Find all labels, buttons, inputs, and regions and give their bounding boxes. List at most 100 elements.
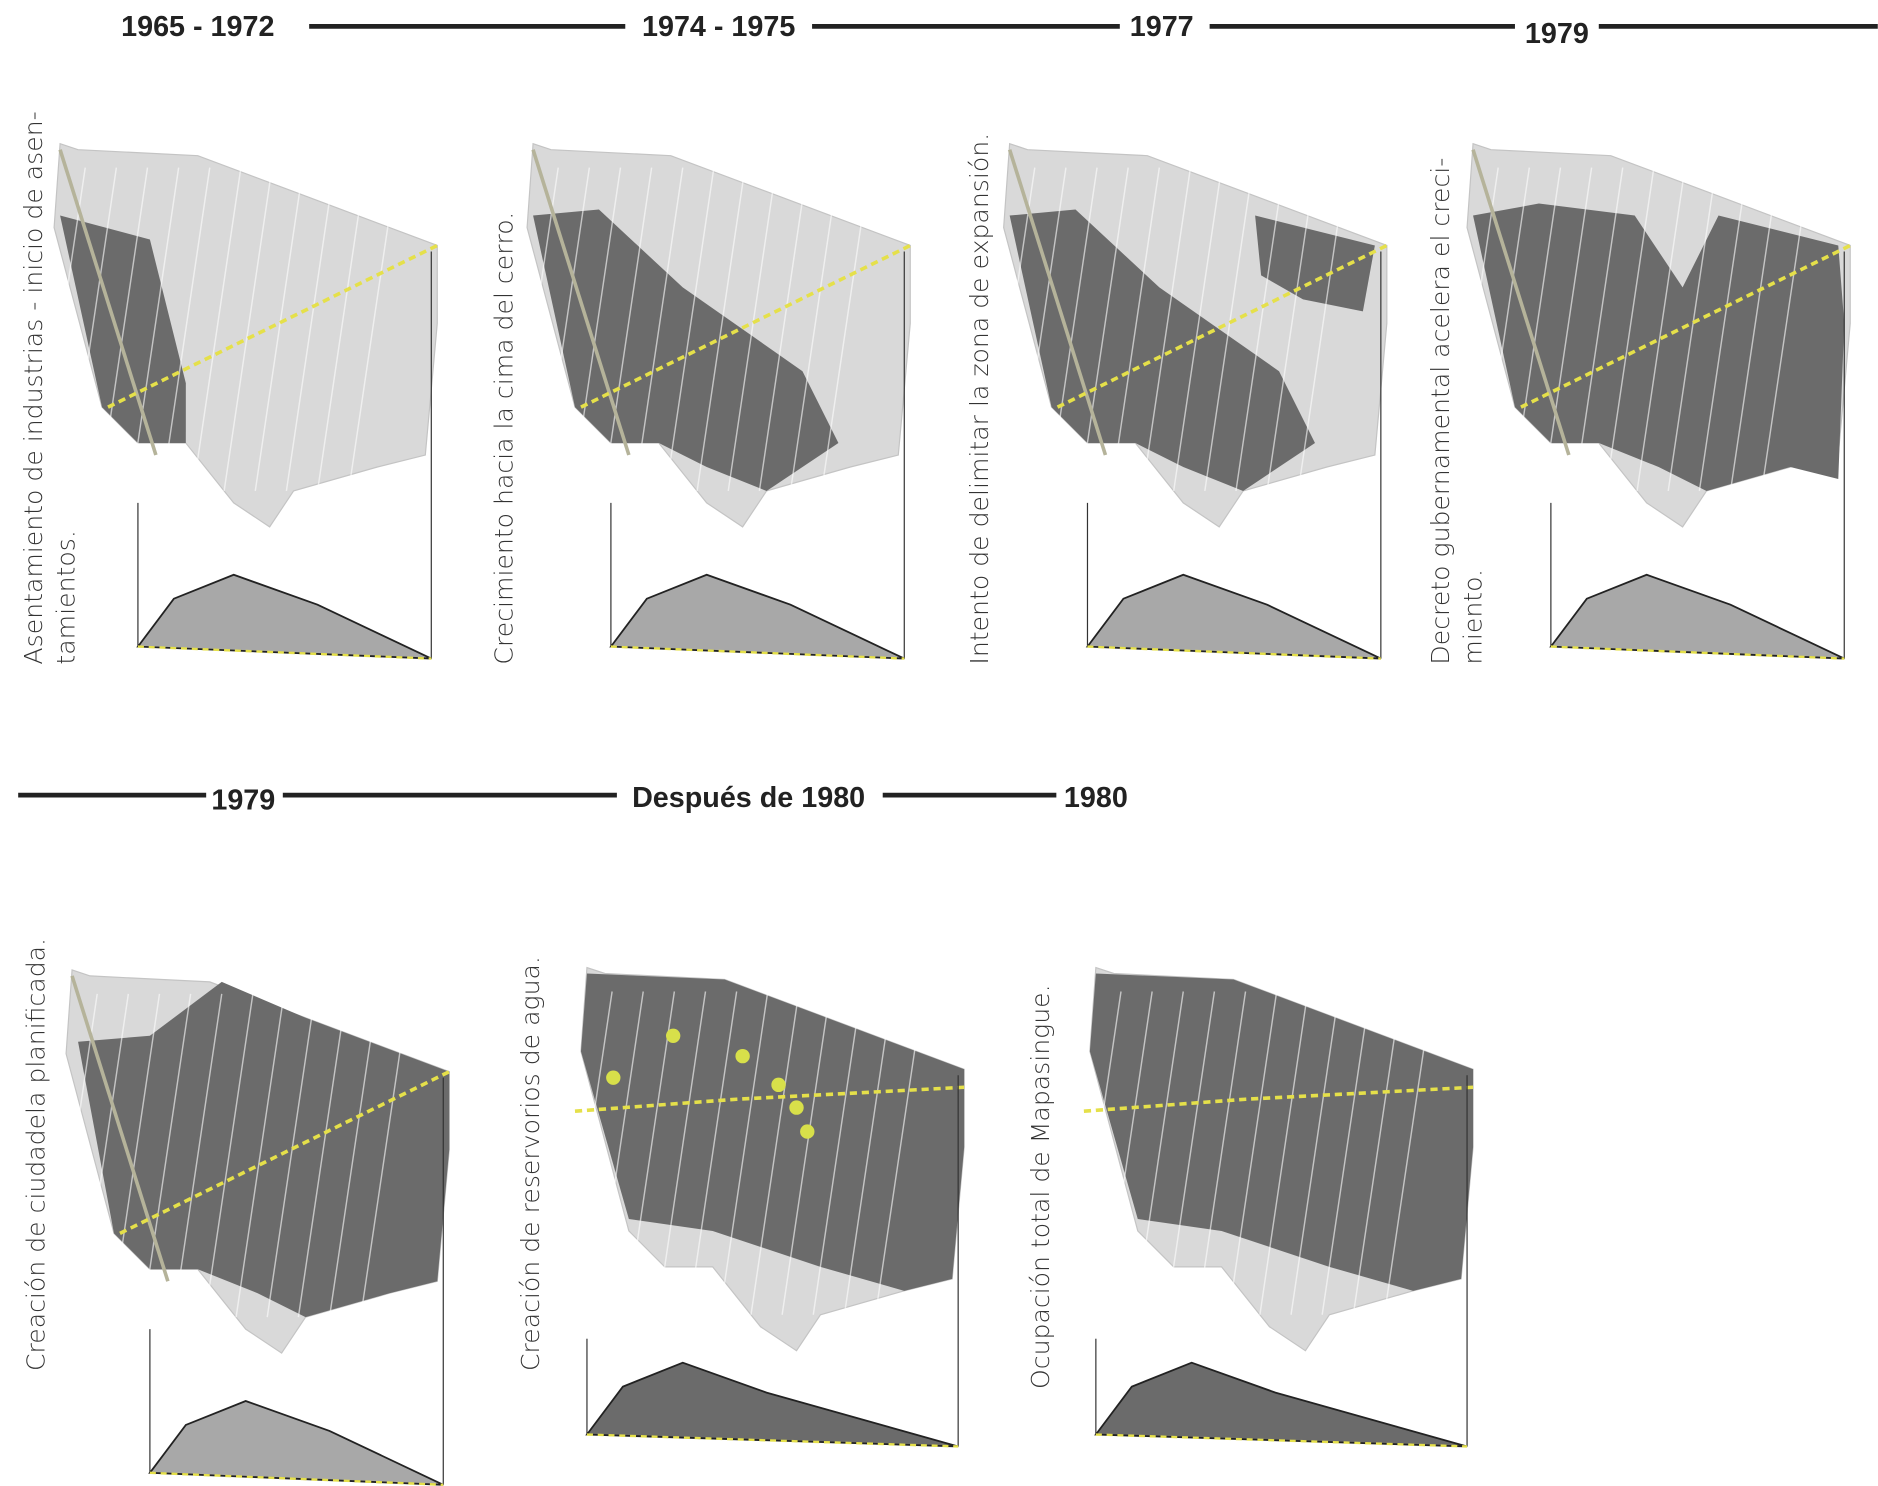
street: [1017, 167, 1067, 492]
timeline-label: 1965 - 1972: [121, 11, 274, 43]
map-panel: [509, 142, 912, 660]
caption: Ocupación total de Mapasingue.: [1026, 984, 1055, 1389]
section-line: [1083, 1085, 1474, 1113]
street: [1574, 167, 1624, 492]
street: [1259, 991, 1309, 1315]
section-line: [119, 1070, 451, 1235]
timeline-label: 1979: [1525, 18, 1589, 50]
street: [359, 993, 410, 1318]
street: [1480, 167, 1531, 492]
street: [750, 991, 800, 1315]
reservoir-dot: [789, 1100, 804, 1115]
street: [509, 167, 559, 492]
section-profile: [148, 1400, 444, 1486]
reservoir-dot: [735, 1048, 750, 1064]
street: [130, 167, 180, 492]
street: [1352, 991, 1402, 1315]
street: [1165, 991, 1216, 1315]
street: [235, 993, 285, 1318]
street: [1636, 167, 1686, 492]
street: [986, 167, 1036, 492]
section-profile: [136, 573, 432, 660]
street: [1235, 167, 1285, 492]
map-built: [533, 209, 839, 491]
edge: [531, 149, 631, 456]
street: [223, 167, 273, 492]
timeline-label: Después de 1980: [632, 782, 865, 814]
street: [192, 167, 242, 492]
caption: Crecimiento hacia la cima del cerro.: [490, 212, 519, 665]
map-panel: [48, 969, 451, 1486]
timeline-label: 1974 - 1975: [642, 11, 795, 43]
street: [316, 167, 367, 492]
street: [79, 993, 130, 1318]
street: [161, 167, 211, 492]
street: [688, 991, 738, 1315]
section-base: [149, 1471, 444, 1486]
street: [540, 167, 591, 492]
maps: [36, 142, 1852, 1486]
street: [625, 991, 676, 1315]
street: [254, 167, 304, 492]
street: [1449, 167, 1499, 492]
street: [1079, 167, 1129, 492]
timeline-label: 1979: [211, 784, 275, 816]
section-base: [1550, 645, 1845, 660]
street: [285, 167, 336, 492]
street: [665, 167, 715, 492]
street: [563, 991, 613, 1315]
street: [1290, 991, 1340, 1315]
street: [1204, 167, 1254, 492]
section-base: [610, 645, 905, 660]
map-built: [1009, 209, 1315, 491]
street: [67, 167, 118, 492]
map-built: [1255, 215, 1375, 312]
street: [789, 167, 840, 492]
street: [719, 991, 769, 1315]
street: [1228, 991, 1278, 1315]
street: [1172, 167, 1223, 492]
street: [1110, 167, 1161, 492]
street: [1048, 167, 1098, 492]
section-base: [586, 1433, 959, 1448]
street: [812, 991, 862, 1315]
section-profile: [585, 1361, 959, 1448]
street: [820, 167, 871, 492]
section-line: [1056, 243, 1388, 409]
street: [110, 993, 161, 1318]
street: [758, 167, 808, 492]
map-built: [78, 981, 450, 1318]
section-line: [1520, 243, 1852, 409]
street: [36, 167, 86, 492]
street: [727, 167, 777, 492]
street: [1698, 167, 1748, 492]
section-base: [1095, 1433, 1468, 1448]
street: [48, 993, 98, 1318]
map-panel: [986, 142, 1388, 660]
street: [204, 993, 254, 1318]
caption: miento.: [1458, 569, 1487, 665]
street: [571, 167, 622, 492]
timeline-label: 1980: [1064, 782, 1128, 814]
street: [266, 993, 316, 1318]
edge: [1471, 149, 1571, 456]
street: [1511, 167, 1562, 492]
street: [1072, 991, 1122, 1315]
section-line: [574, 1085, 965, 1113]
street: [656, 991, 707, 1315]
section-base: [137, 645, 432, 660]
reservoir-dot: [606, 1070, 621, 1085]
edge: [1007, 149, 1108, 456]
street: [142, 993, 192, 1318]
edge: [70, 975, 170, 1282]
street: [1196, 991, 1247, 1315]
street: [1760, 167, 1811, 492]
section-line: [107, 243, 439, 409]
street: [874, 991, 925, 1315]
map-panel: [1072, 966, 1474, 1448]
street: [173, 993, 223, 1318]
reservoir-dot: [800, 1124, 815, 1139]
street: [1605, 167, 1655, 492]
caption: Intento de delimitar la zona de expansió…: [965, 133, 994, 665]
